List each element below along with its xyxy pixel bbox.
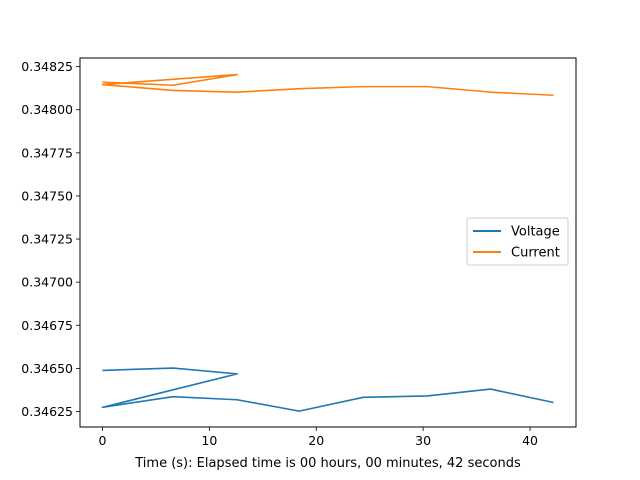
x-tick-label: 30 [415, 433, 431, 448]
x-tick-label: 10 [201, 433, 217, 448]
legend-current-label: Current [511, 246, 560, 261]
series-line-current [101, 73, 554, 97]
legend-box [466, 217, 569, 266]
x-tick-label: 0 [98, 433, 106, 448]
y-tick-label: 0.34750 [21, 188, 73, 203]
y-axis-ticks: 0.34625 0.34650 0.34675 0.34700 0.34725 0.347… [21, 59, 80, 419]
x-tick-label: 40 [522, 433, 538, 448]
series-line-voltage [101, 367, 554, 412]
y-tick-label: 0.34775 [21, 145, 73, 160]
x-axis-label: Time (s): Elapsed time is 00 hours, 00 m… [134, 456, 521, 471]
axes-frame [79, 57, 577, 428]
y-tick-label: 0.34700 [21, 275, 73, 290]
plot-area [101, 73, 554, 412]
legend-voltage-label: Voltage [511, 225, 560, 240]
y-tick-label: 0.34800 [21, 102, 73, 117]
y-tick-label: 0.34675 [21, 318, 73, 333]
y-tick-label: 0.34825 [21, 59, 73, 74]
y-tick-label: 0.34650 [21, 361, 73, 376]
x-axis-ticks: 0 10 20 30 40 [98, 427, 538, 448]
legend: Voltage Current [466, 217, 569, 266]
x-tick-label: 20 [308, 433, 324, 448]
y-tick-label: 0.34625 [21, 404, 73, 419]
y-tick-label: 0.34725 [21, 232, 73, 247]
